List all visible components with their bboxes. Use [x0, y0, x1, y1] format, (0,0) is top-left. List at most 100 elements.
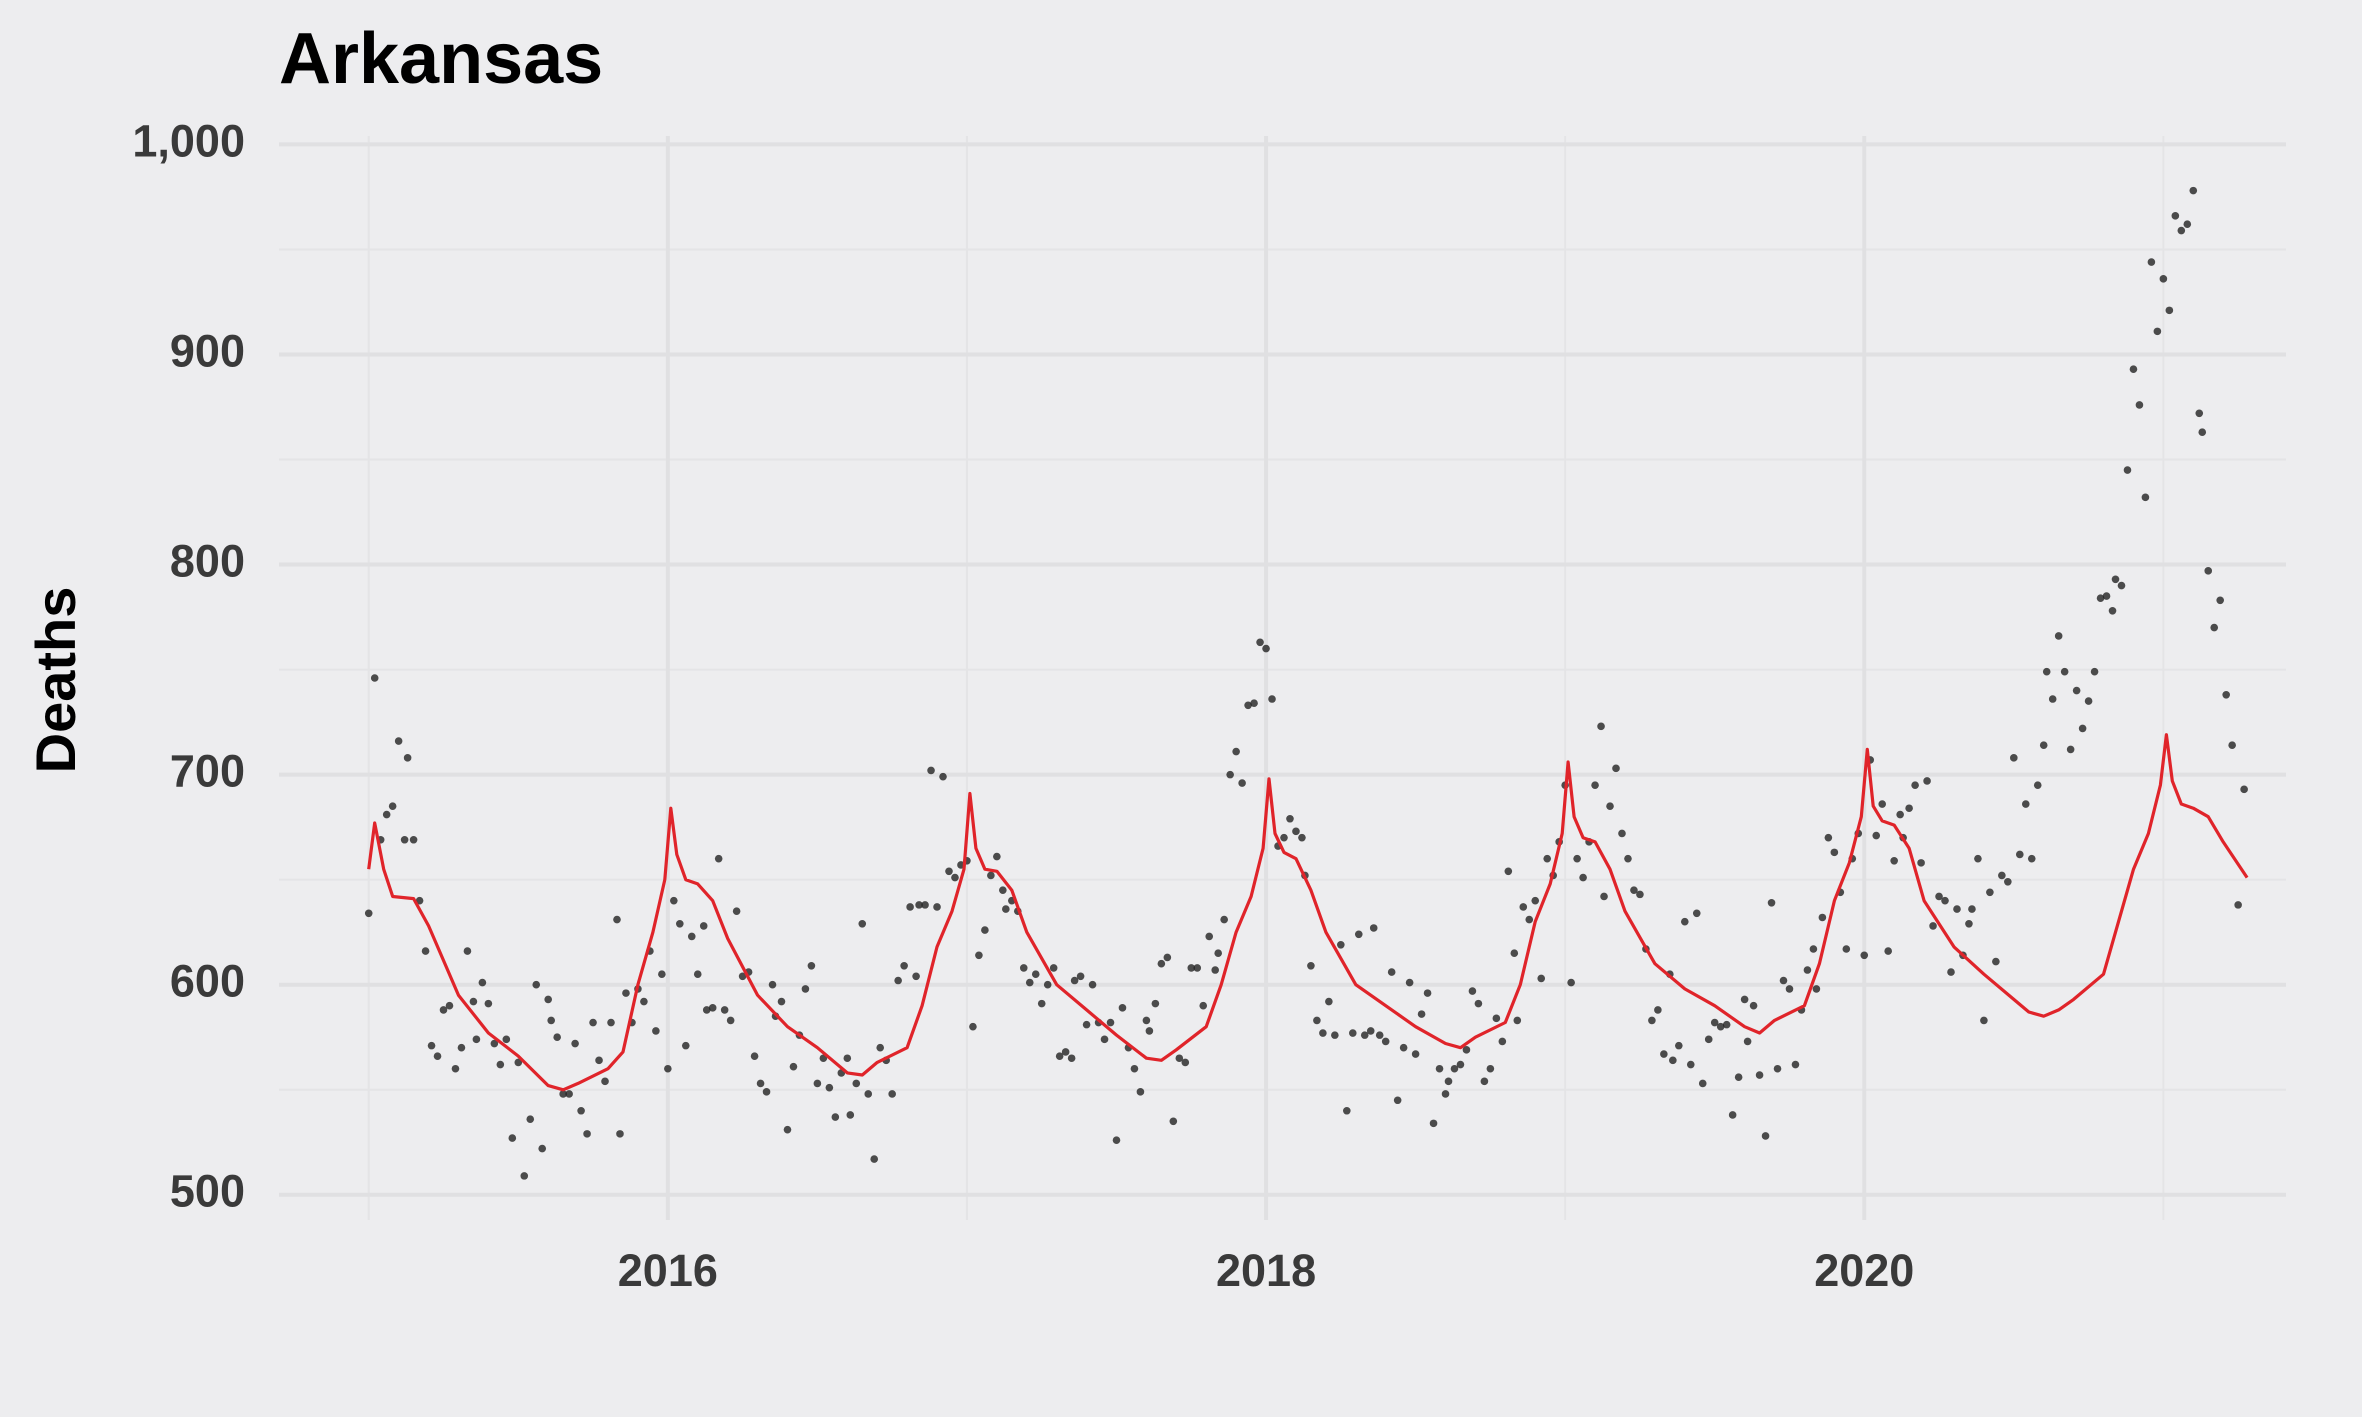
data-point: [1307, 962, 1315, 970]
data-point: [1435, 1064, 1444, 1073]
data-point: [1498, 1037, 1507, 1046]
data-point: [1049, 964, 1058, 972]
data-point: [1767, 898, 1776, 907]
data-point: [1429, 1119, 1438, 1128]
data-point: [939, 772, 947, 781]
data-point: [1624, 854, 1632, 863]
y-tick-label: 900: [170, 325, 245, 376]
data-point: [1181, 1058, 1190, 1067]
data-point: [676, 919, 684, 928]
data-point: [2153, 327, 2162, 336]
data-point: [496, 1060, 505, 1069]
data-point: [1992, 957, 2000, 966]
data-point: [687, 932, 696, 941]
data-point: [732, 907, 741, 915]
data-point: [1785, 985, 1794, 993]
data-point: [777, 997, 786, 1006]
data-point: [1343, 1106, 1351, 1115]
data-point: [2108, 606, 2117, 615]
data-point: [1220, 915, 1228, 924]
data-point: [1130, 1064, 1139, 1073]
data-point: [1809, 945, 1818, 953]
data-point: [933, 903, 941, 911]
data-point: [1070, 976, 1079, 985]
data-point: [1486, 1064, 1495, 1073]
data-point: [975, 951, 983, 960]
data-point: [1510, 949, 1519, 958]
data-point: [1157, 959, 1166, 968]
y-tick-label: 1,000: [132, 115, 245, 166]
data-point: [2147, 258, 2156, 266]
data-point: [1462, 1046, 1471, 1054]
data-point: [906, 903, 914, 911]
data-point: [1911, 781, 1919, 789]
data-point: [726, 1016, 735, 1025]
data-point: [1935, 892, 1943, 901]
data-point: [1082, 1020, 1091, 1029]
data-point: [2123, 466, 2132, 474]
data-point: [1675, 1041, 1683, 1050]
data-point: [2021, 800, 2030, 808]
data-point: [1531, 896, 1540, 905]
data-point: [702, 1006, 711, 1014]
data-point: [852, 1079, 861, 1088]
data-point: [1761, 1132, 1770, 1140]
data-point: [1423, 989, 1432, 997]
data-point: [1193, 964, 1202, 972]
data-point: [951, 873, 959, 882]
data-point: [1214, 949, 1222, 958]
data-point: [1211, 966, 1220, 974]
data-point: [2004, 877, 2012, 886]
data-point: [1405, 978, 1414, 987]
data-point: [1636, 890, 1644, 899]
data-point: [2010, 754, 2018, 762]
data-point: [490, 1039, 499, 1048]
data-point: [1468, 987, 1477, 995]
data-point: [894, 976, 902, 985]
data-point: [1076, 972, 1085, 981]
data-point: [1474, 999, 1483, 1008]
data-point: [1680, 917, 1689, 926]
data-point: [2042, 667, 2051, 676]
data-point: [1417, 1010, 1426, 1018]
data-point: [870, 1155, 879, 1163]
data-point: [1313, 1016, 1321, 1025]
data-point: [403, 754, 412, 762]
data-point: [1055, 1052, 1064, 1060]
data-point: [1492, 1014, 1501, 1023]
data-point: [1884, 947, 1892, 955]
data-point: [1860, 951, 1869, 960]
data-point: [472, 1035, 481, 1044]
data-point: [2165, 306, 2174, 315]
data-point: [1543, 854, 1552, 863]
data-point: [478, 978, 487, 987]
data-point: [945, 867, 953, 876]
data-point: [1331, 1031, 1339, 1039]
data-point: [720, 1006, 729, 1014]
data-point: [693, 970, 702, 979]
data-point: [2183, 220, 2192, 229]
data-point: [1660, 1050, 1668, 1058]
data-point: [2033, 781, 2042, 789]
data-point: [409, 835, 418, 844]
data-point: [1513, 1016, 1522, 1025]
data-point: [858, 919, 867, 928]
data-point: [1929, 922, 1937, 930]
data-point: [1654, 1006, 1662, 1014]
data-point: [831, 1113, 840, 1121]
data-point: [1061, 1048, 1070, 1056]
data-point: [1387, 968, 1396, 976]
data-point: [1441, 1090, 1450, 1098]
data-point: [1818, 913, 1827, 922]
data-point: [1088, 980, 1097, 989]
data-point: [2189, 186, 2198, 195]
data-point: [2072, 686, 2081, 695]
y-tick-label: 500: [170, 1166, 245, 1217]
data-point: [2204, 567, 2213, 575]
data-point: [1232, 747, 1240, 756]
data-point: [547, 1016, 555, 1025]
data-point: [789, 1062, 798, 1071]
data-point: [2111, 575, 2120, 584]
data-point: [2039, 741, 2048, 750]
data-point: [451, 1064, 460, 1073]
